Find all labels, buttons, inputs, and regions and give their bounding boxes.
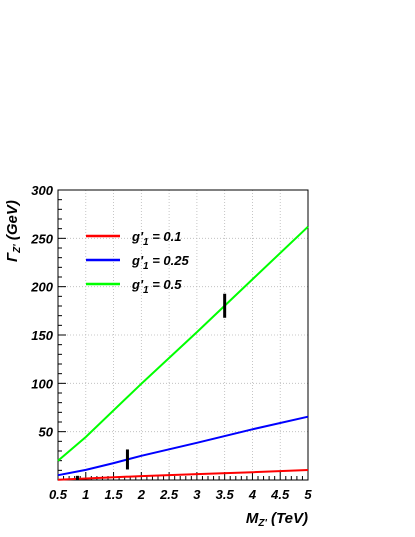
y-tick-label: 250 — [30, 231, 53, 246]
y-tick-label: 150 — [31, 328, 53, 343]
y-axis-title: ΓZ' (GeV) — [4, 200, 23, 262]
x-tick-label: 2.5 — [159, 487, 179, 502]
legend-label-3: g'1 = 0.5 — [131, 277, 182, 296]
x-tick-label: 1.5 — [105, 487, 124, 502]
series-line-3 — [57, 225, 309, 462]
x-axis-title: MZ' (TeV) — [246, 510, 308, 529]
x-tick-label: 4 — [248, 487, 257, 502]
y-axis-title-base: Γ — [4, 252, 21, 262]
x-axis-title-rest: (TeV) — [267, 510, 308, 527]
series-layer — [57, 225, 309, 481]
series-line-2 — [57, 415, 309, 477]
x-tick-label: 3.5 — [216, 487, 235, 502]
grid-layer — [58, 190, 308, 480]
y-tick-label: 300 — [31, 183, 53, 198]
legend: g'1 = 0.1 g'1 = 0.25 g'1 = 0.5 — [86, 229, 189, 296]
y-tick-label: 50 — [39, 425, 54, 440]
x-tick-label: 4.5 — [270, 487, 290, 502]
x-axis-title-sub: Z' — [257, 518, 267, 529]
legend-label-1: g'1 = 0.1 — [131, 229, 182, 248]
x-tick-label: 0.5 — [49, 487, 68, 502]
series-line-1 — [57, 469, 309, 481]
y-axis-title-rest: (GeV) — [4, 200, 21, 244]
x-tick-label: 5 — [304, 487, 312, 502]
y-axis-title-sub: Z' — [12, 244, 23, 254]
x-tick-label: 3 — [193, 487, 201, 502]
x-tick-label: 1 — [82, 487, 89, 502]
y-tick-label: 100 — [31, 376, 53, 391]
plot-frame — [57, 189, 309, 481]
marker-layer — [75, 293, 227, 480]
x-tick-label: 2 — [137, 487, 146, 502]
y-tick-label: 200 — [30, 280, 53, 295]
x-axis-title-base: M — [246, 510, 259, 527]
legend-label-2: g'1 = 0.25 — [131, 253, 189, 272]
